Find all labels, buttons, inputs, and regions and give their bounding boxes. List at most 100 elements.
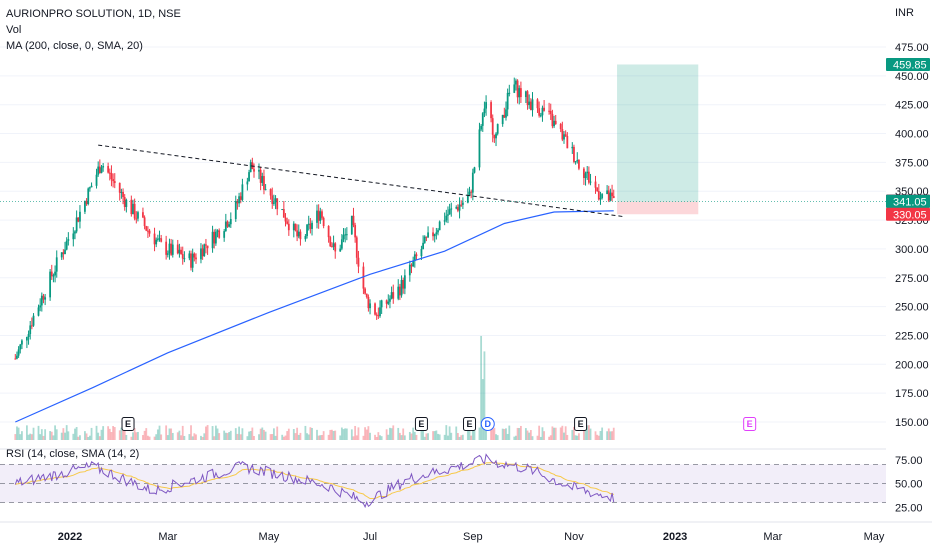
candle-body <box>155 239 158 245</box>
volume-bar <box>390 428 393 440</box>
volume-bar <box>166 435 169 440</box>
candle-body <box>513 84 516 93</box>
candle-body <box>120 191 123 193</box>
candle-body <box>516 80 519 98</box>
volume-bar <box>286 431 289 440</box>
candle-body <box>29 325 32 335</box>
volume-bar <box>64 432 66 440</box>
candle-body <box>145 226 148 231</box>
volume-bar <box>239 434 242 440</box>
price-badge-label: 459.85 <box>893 59 927 71</box>
volume-bar <box>345 428 348 440</box>
candle-body <box>153 233 156 245</box>
volume-bar <box>123 425 126 440</box>
volume-bar <box>263 429 265 440</box>
candle-body <box>311 222 313 229</box>
volume-bar <box>420 425 423 440</box>
volume-bar <box>14 434 17 440</box>
volume-bar <box>118 430 121 440</box>
volume-bar <box>156 429 159 440</box>
volume-bar <box>331 429 333 440</box>
candle-body <box>364 288 366 294</box>
time-tick-label: Nov <box>564 531 584 543</box>
dividend-marker <box>480 417 495 431</box>
volume-bar <box>503 428 506 440</box>
candle-body <box>415 254 418 257</box>
candle-body <box>485 102 487 109</box>
volume-bar <box>248 431 250 440</box>
candle-body <box>95 174 98 186</box>
candle-body <box>561 129 564 140</box>
candle-body <box>156 238 159 240</box>
time-tick-label: 2023 <box>663 531 687 543</box>
volume-bar <box>311 427 313 440</box>
price-tick-label: 150.00 <box>895 417 929 429</box>
volume-bar <box>518 428 521 440</box>
event-label: E <box>125 419 131 429</box>
candle-body <box>339 248 342 252</box>
volume-bar <box>549 435 552 440</box>
time-tick-label: May <box>864 531 885 543</box>
volume-bar <box>408 431 411 440</box>
volume-bar <box>553 427 555 440</box>
candle-body <box>316 210 318 223</box>
volume-bar <box>79 435 81 440</box>
volume-bar <box>130 436 133 440</box>
candle-body <box>16 355 18 359</box>
candle-body <box>599 198 602 200</box>
candle-body <box>54 271 56 276</box>
candle-body <box>586 171 589 174</box>
volume-bar <box>258 434 260 440</box>
volume-bar <box>506 433 509 440</box>
candle-body <box>495 133 497 139</box>
volume-bar <box>481 379 484 440</box>
time-tick-label: Mar <box>763 531 782 543</box>
candle-body <box>369 303 371 309</box>
volume-bar <box>607 428 610 440</box>
candle-body <box>203 244 206 257</box>
volume-bar <box>566 434 569 440</box>
volume-bar <box>379 435 381 440</box>
volume-bar <box>17 427 20 440</box>
volume-bar <box>526 430 529 440</box>
volume-bar <box>25 425 28 440</box>
target-zone <box>617 64 699 202</box>
volume-bar <box>238 426 240 440</box>
candle-body <box>327 226 330 238</box>
volume-bar <box>195 434 197 440</box>
candle-body <box>132 203 134 215</box>
candle-body <box>113 181 116 184</box>
candle-body <box>425 236 428 238</box>
candle-body <box>458 204 461 211</box>
volume-bar <box>16 426 18 440</box>
volume-bar <box>576 435 579 440</box>
candle-body <box>259 169 262 183</box>
candle-body <box>466 195 469 203</box>
candle-body <box>223 231 226 238</box>
candle-body <box>32 315 35 326</box>
candle-body <box>309 223 312 229</box>
candle-body <box>263 176 265 190</box>
volume-bar <box>296 427 299 440</box>
volume-bar <box>176 432 179 440</box>
candle-body <box>118 183 121 193</box>
candle-body <box>55 257 58 272</box>
candle-body <box>589 181 592 183</box>
candle-body <box>50 271 53 277</box>
candle-body <box>218 230 221 238</box>
candle-body <box>165 241 168 255</box>
candle-body <box>258 169 260 172</box>
volume-bar <box>478 427 481 440</box>
rsi-pane <box>0 448 886 509</box>
candle-body <box>503 114 506 118</box>
volume-bar <box>571 429 574 440</box>
volume-bar <box>147 435 149 440</box>
event-label: D <box>484 419 491 429</box>
volume-bar <box>316 429 318 440</box>
vol-legend: Vol <box>6 24 22 36</box>
candle-body <box>526 91 529 106</box>
candle-body <box>299 231 302 240</box>
candle-body <box>200 248 202 260</box>
volume-bar <box>142 435 144 440</box>
